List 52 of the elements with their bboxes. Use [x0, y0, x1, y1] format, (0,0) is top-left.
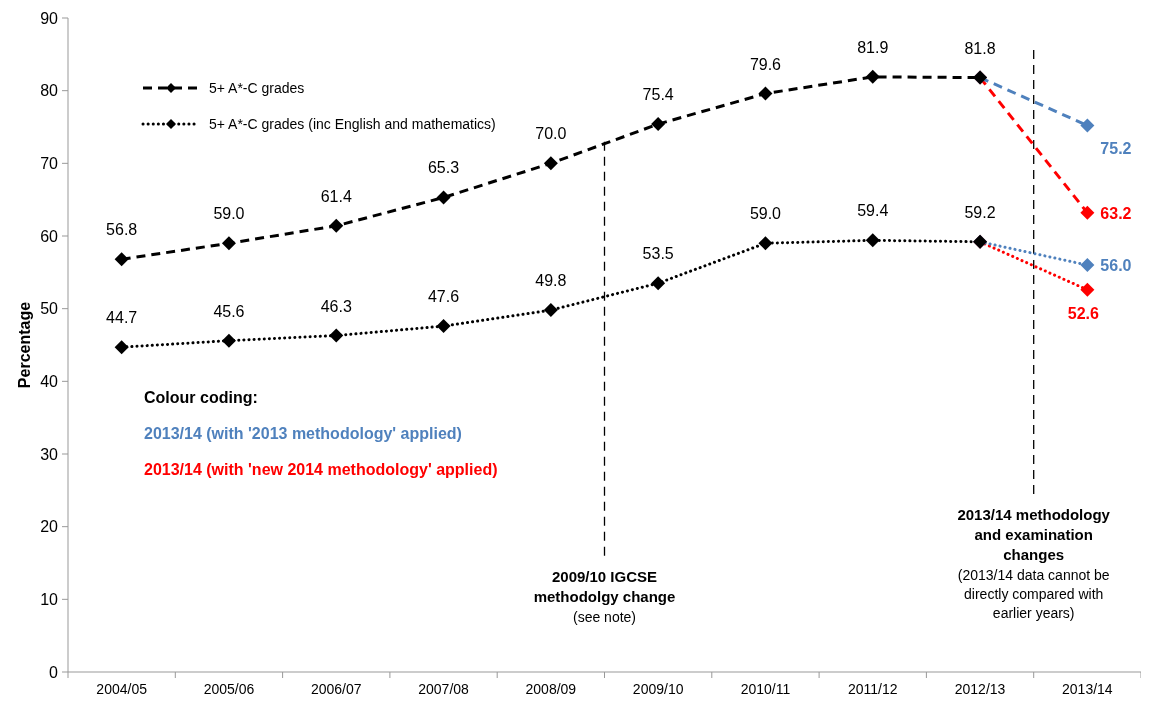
data-label: 49.8: [535, 272, 567, 290]
y-tick-label: 50: [40, 300, 59, 318]
data-label: 56.8: [106, 221, 138, 239]
data-label: 63.2: [1100, 204, 1132, 222]
data-label: 75.4: [642, 86, 674, 104]
data-label: 79.6: [749, 55, 782, 73]
data-label: 81.8: [964, 39, 996, 57]
data-label: 61.4: [320, 187, 352, 205]
x-tick-label: 2011/12: [847, 681, 898, 697]
data-label: 59.0: [749, 205, 782, 223]
data-label: 59.2: [964, 203, 996, 221]
ref-line-label: 2009/10 IGCSE methodolgy change: [533, 567, 676, 605]
data-label: 70.0: [535, 125, 567, 143]
y-tick-label: 90: [40, 9, 59, 27]
x-tick-label: 2004/05: [96, 681, 148, 697]
x-tick-label: 2010/11: [740, 681, 791, 697]
data-label: 44.7: [106, 309, 138, 327]
y-tick-label: 70: [40, 154, 59, 172]
y-tick-label: 30: [40, 445, 59, 463]
data-label: 56.0: [1100, 257, 1132, 275]
x-tick-label: 2006/07: [310, 681, 362, 697]
x-tick-label: 2008/09: [525, 681, 577, 697]
data-label: 65.3: [427, 159, 460, 177]
y-tick-label: 20: [40, 518, 59, 536]
data-label: 75.2: [1100, 139, 1132, 157]
x-tick-label: 2009/10: [632, 681, 684, 697]
data-label: 59.4: [857, 202, 889, 220]
y-tick-label: 0: [49, 663, 59, 681]
ref-line-label: 2013/14 methodology and examination changes: [957, 505, 1111, 563]
y-tick-label: 60: [40, 227, 59, 245]
y-tick-label: 40: [40, 372, 59, 390]
y-tick-label: 80: [40, 82, 59, 100]
data-label: 46.3: [320, 297, 352, 315]
data-label: 52.6: [1067, 304, 1100, 322]
x-tick-label: 2013/14: [1062, 681, 1113, 697]
data-label: 81.9: [857, 38, 889, 56]
legend-label: 5+ A*-C grades (inc English and mathematics): [209, 115, 496, 132]
annotation: (2013/14 data cannot be directly compared with earlier years): [957, 566, 1110, 621]
data-label: 47.6: [427, 288, 460, 306]
data-label: 45.6: [213, 302, 245, 320]
annotation: 2013/14 (with 'new 2014 methodology' applied): [144, 461, 498, 479]
x-tick-label: 2007/08: [418, 681, 470, 697]
y-axis-title: Percentage: [16, 301, 33, 389]
annotation: Colour coding:: [144, 389, 258, 407]
y-tick-label: 10: [40, 590, 59, 608]
annotation: 2013/14 (with '2013 methodology' applied): [144, 425, 462, 443]
data-label: 53.5: [642, 245, 674, 263]
legend-label: 5+ A*-C grades: [209, 79, 305, 96]
data-label: 59.0: [213, 205, 245, 223]
annotation: (see note): [572, 608, 637, 625]
x-tick-label: 2005/06: [203, 681, 255, 697]
x-tick-label: 2012/13: [954, 681, 1006, 697]
